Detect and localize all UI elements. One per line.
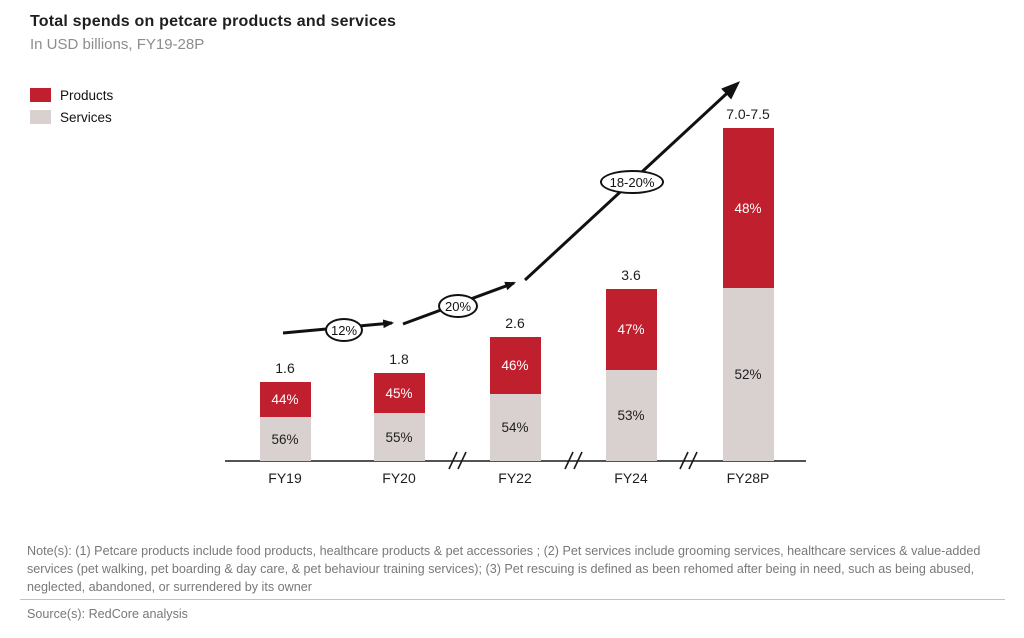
x-axis-label-FY19: FY19 <box>268 470 302 486</box>
stacked-bar-FY20: 45% 55% <box>373 373 425 461</box>
x-axis-label-FY24: FY24 <box>614 470 648 486</box>
bar-segment-services: 55% <box>373 413 425 461</box>
footer-divider <box>20 599 1005 600</box>
legend-label-services: Services <box>60 109 112 125</box>
stacked-bar-FY28P: 48% 52% <box>722 128 774 461</box>
axis-break-2 <box>564 451 583 470</box>
legend-swatch-products <box>30 88 51 102</box>
bar-segment-products: 48% <box>722 128 774 288</box>
growth-annotation-oval-1: 12% <box>325 318 363 342</box>
legend-row-services: Services <box>30 106 113 128</box>
bar-segment-products: 44% <box>259 382 311 417</box>
legend-label-products: Products <box>60 87 114 103</box>
legend: Products Services <box>30 84 113 128</box>
bar-segment-services: 54% <box>489 394 541 461</box>
x-axis-label-FY20: FY20 <box>382 470 416 486</box>
page-title: Total spends on petcare products and ser… <box>30 13 397 30</box>
bar-segment-products: 45% <box>373 373 425 413</box>
x-axis-label-FY22: FY22 <box>498 470 532 486</box>
bar-total-label: 7.0-7.5 <box>726 106 770 122</box>
footnotes: Note(s): (1) Petcare products include fo… <box>27 544 981 594</box>
axis-break-1 <box>448 451 467 470</box>
bar-total-label: 3.6 <box>621 267 641 283</box>
stacked-bar-FY19: 44% 56% <box>259 382 311 461</box>
source-line: Source(s): RedCore analysis <box>27 607 188 621</box>
growth-annotation-oval-3: 18-20% <box>600 170 664 194</box>
bar-segment-services: 52% <box>722 288 774 461</box>
bar-total-label: 1.8 <box>389 351 409 367</box>
axis-break-3 <box>679 451 698 470</box>
bar-total-label: 1.6 <box>275 360 295 376</box>
legend-row-products: Products <box>30 84 113 106</box>
bar-total-label: 2.6 <box>505 315 525 331</box>
stacked-bar-FY24: 47% 53% <box>605 289 657 461</box>
bar-segment-services: 53% <box>605 370 657 461</box>
stacked-bar-FY22: 46% 54% <box>489 337 541 461</box>
legend-swatch-services <box>30 110 51 124</box>
bar-segment-products: 47% <box>605 289 657 370</box>
x-axis-label-FY28P: FY28P <box>726 470 770 486</box>
page-subtitle: In USD billions, FY19-28P <box>30 36 205 53</box>
bar-segment-services: 56% <box>259 417 311 461</box>
growth-annotation-oval-2: 20% <box>438 294 478 318</box>
bar-segment-products: 46% <box>489 337 541 394</box>
